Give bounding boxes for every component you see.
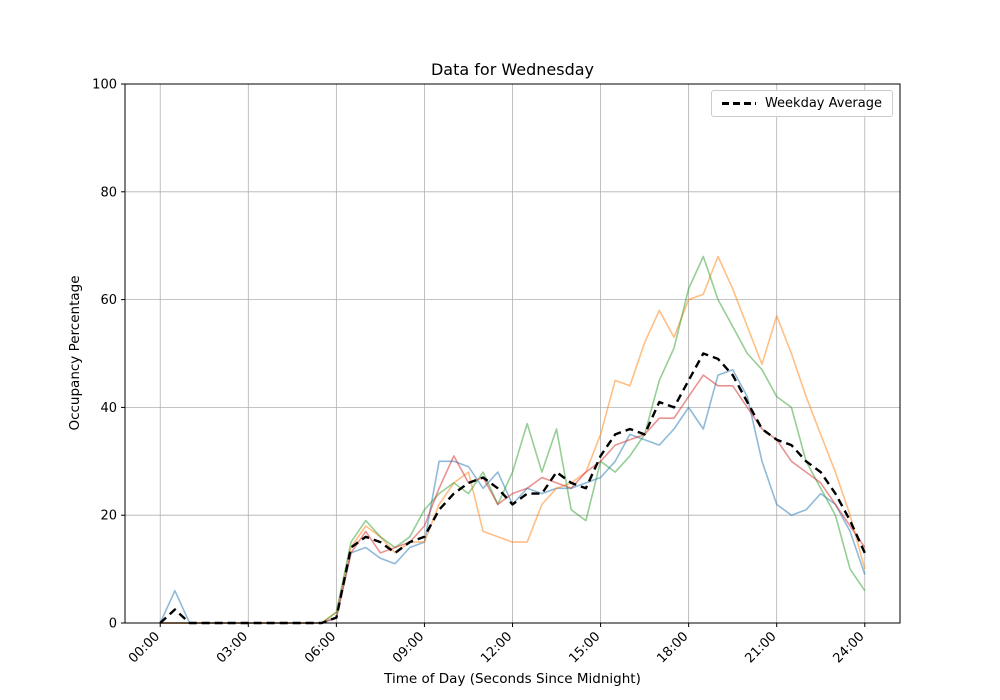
x-tick-label: 00:00	[126, 629, 163, 666]
y-tick-label: 60	[100, 293, 117, 308]
legend-dashed-line-sample	[721, 102, 756, 105]
x-axis-label: Time of Day (Seconds Since Midnight)	[384, 671, 641, 687]
x-tick-label: 03:00	[214, 629, 251, 666]
y-tick-label: 40	[100, 401, 117, 416]
y-tick-label: 100	[92, 78, 117, 93]
x-tick-label: 09:00	[390, 629, 427, 666]
x-tick-label: 12:00	[478, 629, 515, 666]
legend: Weekday Average	[710, 90, 893, 117]
legend-label: Weekday Average	[764, 96, 882, 111]
x-tick-label: 06:00	[302, 629, 339, 666]
x-tick-label: 21:00	[742, 629, 779, 666]
weekday-average-line	[159, 352, 866, 625]
y-tick-label: 0	[109, 617, 117, 632]
y-tick-label: 80	[100, 185, 117, 200]
x-tick-label: 24:00	[831, 629, 868, 666]
chart-title: Data for Wednesday	[430, 60, 594, 79]
y-tick-label: 20	[100, 509, 117, 524]
x-tick-label: 18:00	[654, 629, 691, 666]
x-tick-label: 15:00	[566, 629, 603, 666]
